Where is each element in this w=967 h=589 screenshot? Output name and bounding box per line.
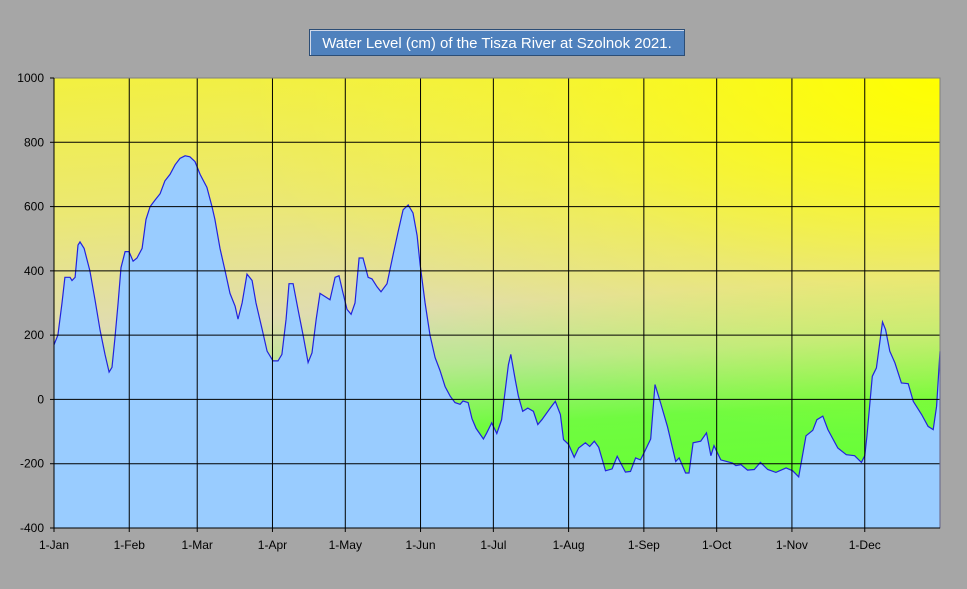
x-tick-label: 1-May <box>329 538 362 552</box>
x-tick-label: 1-Apr <box>258 538 287 552</box>
y-tick-label: 0 <box>37 392 44 406</box>
y-tick-label: 600 <box>24 200 44 214</box>
y-tick-label: -200 <box>20 457 44 471</box>
x-tick-label: 1-Jun <box>406 538 436 552</box>
x-tick-label: 1-Jan <box>39 538 69 552</box>
chart-title: Water Level (cm) of the Tisza River at S… <box>309 29 685 56</box>
y-tick-label: 1000 <box>17 71 44 85</box>
x-tick-label: 1-Oct <box>702 538 732 552</box>
x-tick-label: 1-Nov <box>776 538 808 552</box>
area-fill <box>54 155 940 529</box>
gridlines <box>53 77 941 532</box>
x-tick-label: 1-Mar <box>182 538 213 552</box>
x-tick-label: 1-Feb <box>114 538 146 552</box>
x-tick-label: 1-Sep <box>628 538 660 552</box>
x-tick-label: 1-Aug <box>553 538 585 552</box>
y-axis: 1000 800 600 400 200 0 -200 -400 <box>17 71 54 535</box>
y-tick-label: 400 <box>24 264 44 278</box>
y-tick-label: 800 <box>24 135 44 149</box>
x-tick-label: 1-Jul <box>480 538 506 552</box>
y-tick-label: 200 <box>24 328 44 342</box>
x-tick-label: 1-Dec <box>849 538 881 552</box>
y-tick-label: -400 <box>20 521 44 535</box>
x-axis: 1-Jan 1-Feb 1-Mar 1-Apr 1-May 1-Jun 1-Jul 1-Aug… <box>39 528 881 552</box>
